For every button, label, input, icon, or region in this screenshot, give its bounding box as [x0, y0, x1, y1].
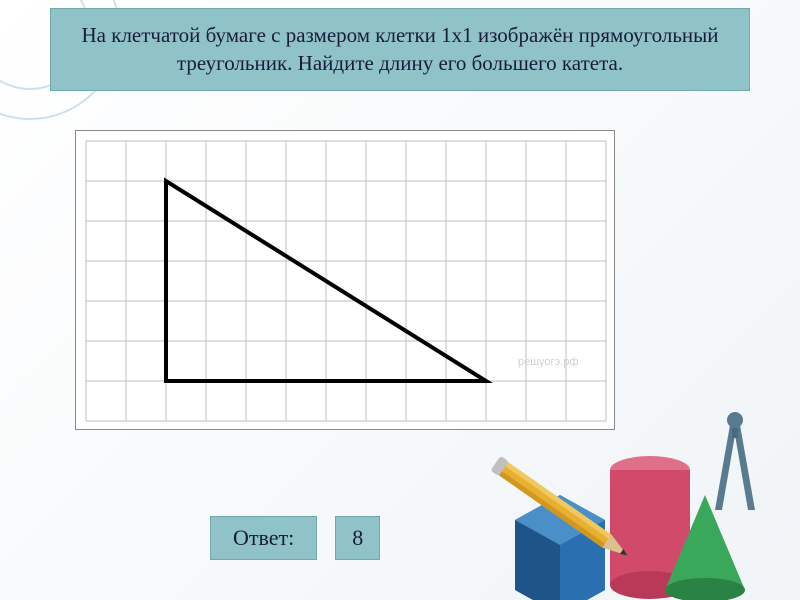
svg-text:решуогэ.рф: решуогэ.рф [518, 356, 578, 368]
answer-row: Ответ: 8 [210, 516, 380, 560]
question-text: На клетчатой бумаге с размером клетки 1х… [82, 23, 719, 75]
compass-icon [715, 412, 755, 510]
triangle-grid-svg: решуогэ.рф [76, 131, 616, 431]
answer-value-box: 8 [335, 516, 380, 560]
answer-value: 8 [352, 525, 363, 550]
grid-figure: решуогэ.рф [75, 130, 615, 430]
slide: На клетчатой бумаге с размером клетки 1х… [0, 0, 800, 600]
answer-label: Ответ: [233, 525, 294, 550]
answer-label-box: Ответ: [210, 516, 317, 560]
decorative-shapes [480, 400, 800, 600]
question-box: На клетчатой бумаге с размером клетки 1х… [50, 8, 750, 91]
